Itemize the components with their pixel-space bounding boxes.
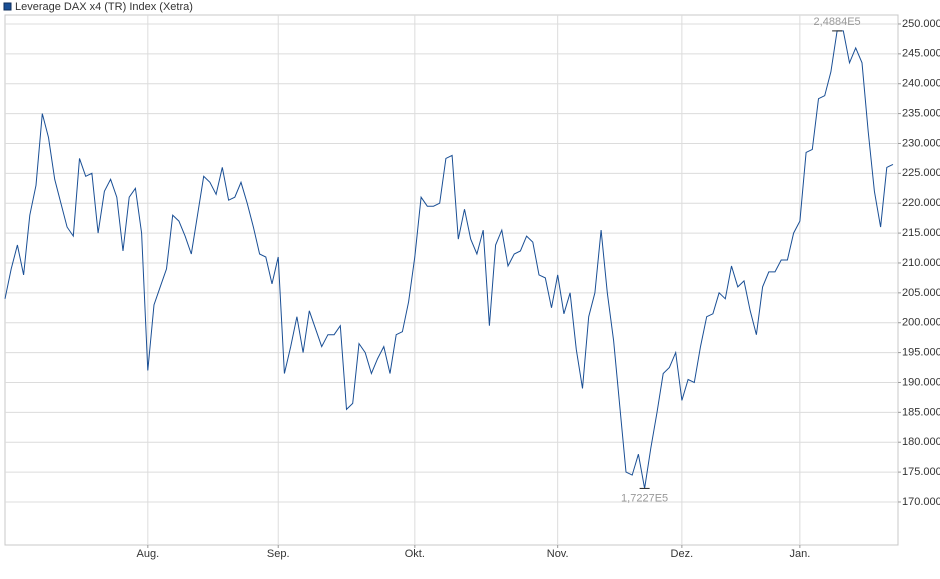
y-tick-label: 245.000	[902, 48, 940, 60]
y-tick-label: 250.000	[902, 18, 940, 30]
y-tick-label: 185.000	[902, 406, 940, 418]
y-tick-label: 240.000	[902, 78, 940, 90]
y-tick-label: 170.000	[902, 496, 940, 508]
y-tick-label: 225.000	[902, 167, 940, 179]
x-tick-label: Nov.	[547, 548, 569, 560]
x-tick-label: Dez.	[671, 548, 694, 560]
y-tick-label: 230.000	[902, 137, 940, 149]
legend-swatch	[3, 2, 12, 11]
y-tick-label: 180.000	[902, 436, 940, 448]
y-tick-label: 235.000	[902, 107, 940, 119]
y-tick-label: 195.000	[902, 347, 940, 359]
y-tick-label: 200.000	[902, 317, 940, 329]
plot-area	[4, 14, 899, 546]
y-tick-label: 220.000	[902, 197, 940, 209]
price-line	[4, 30, 894, 489]
y-tick-label: 205.000	[902, 287, 940, 299]
y-tick-label: 175.000	[902, 466, 940, 478]
y-tick-label: 215.000	[902, 227, 940, 239]
y-tick-label: 210.000	[902, 257, 940, 269]
x-tick-label: Jan.	[789, 548, 810, 560]
y-tick-label: 190.000	[902, 376, 940, 388]
x-tick-label: Okt.	[405, 548, 425, 560]
min-label: 1,7227E5	[621, 492, 668, 504]
chart-title: Leverage DAX x4 (TR) Index (Xetra)	[15, 1, 193, 13]
x-tick-label: Sep.	[267, 548, 290, 560]
x-tick-label: Aug.	[137, 548, 160, 560]
max-label: 2,4884E5	[814, 16, 861, 28]
